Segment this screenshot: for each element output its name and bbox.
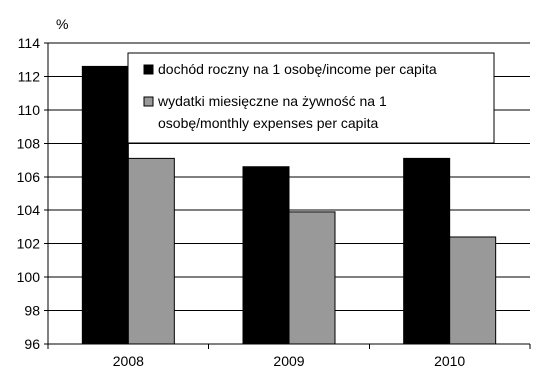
y-tick-label: 112 <box>18 68 41 84</box>
y-tick-labels: 96 98 100 102 104 106 108 110 112 114 <box>17 35 41 352</box>
legend-label: osobę/monthly expenses per capita <box>158 115 378 131</box>
y-tick-label: 102 <box>17 236 41 252</box>
legend-swatch-series-1 <box>143 64 154 75</box>
y-tick-label: 98 <box>24 303 40 319</box>
y-tick-label: 96 <box>24 336 40 352</box>
x-tick-labels: 2008 2009 2010 <box>113 353 466 369</box>
x-tick-label: 2009 <box>273 353 304 369</box>
y-tick-label: 104 <box>17 202 41 218</box>
legend-label: wydatki miesięczne na żywność na 1 <box>157 93 387 109</box>
bar-2009-series-1 <box>242 166 290 345</box>
legend: dochód roczny na 1 osobę/income per capi… <box>127 52 495 144</box>
y-unit-label: % <box>56 16 68 32</box>
legend-label: dochód roczny na 1 osobę/income per capi… <box>158 61 437 77</box>
x-tick-label: 2010 <box>434 353 465 369</box>
y-tick-label: 110 <box>18 102 41 118</box>
y-tick-label: 106 <box>17 169 41 185</box>
legend-box <box>127 52 495 144</box>
y-tick-label: 100 <box>17 269 41 285</box>
bar-2008-series-1 <box>81 65 129 345</box>
axes <box>44 42 531 349</box>
y-tick-label: 114 <box>18 35 41 51</box>
legend-swatch-series-2 <box>143 96 154 107</box>
bar-2008-series-2 <box>127 157 175 345</box>
y-tick-label: 108 <box>17 135 41 151</box>
bar-2009-series-2 <box>288 211 336 345</box>
bar-2010-series-1 <box>403 157 451 345</box>
bar-2010-series-2 <box>449 236 497 345</box>
x-tick-label: 2008 <box>113 353 144 369</box>
